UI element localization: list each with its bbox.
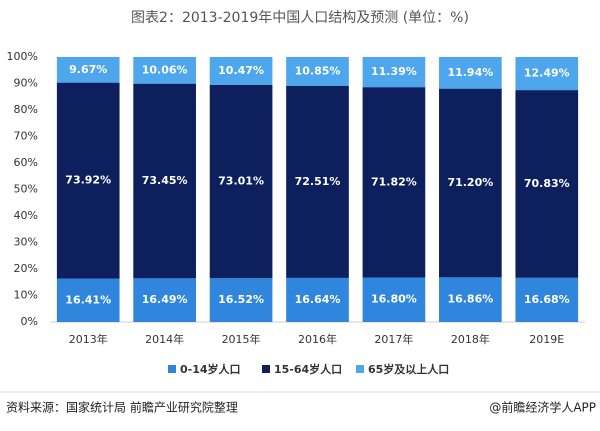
bar-segment [439,277,502,322]
x-tick-label: 2019E [529,333,564,346]
bar-segment [133,83,196,279]
value-label: 70.83% [524,177,570,190]
value-label: 10.06% [142,63,188,76]
y-tick-label: 0% [21,315,38,328]
value-label: 16.49% [142,293,188,306]
credit: @前瞻经济学人APP [489,400,596,415]
value-label: 16.41% [65,293,111,306]
y-tick-label: 80% [14,103,38,116]
bar-segment [133,57,196,84]
x-tick-label: 2014年 [145,332,184,346]
value-label: 12.49% [524,67,570,80]
bar-segment [439,88,502,278]
legend-swatch [262,365,270,373]
bar-segment [515,277,579,322]
legend-label: 65岁及以上人口 [368,362,449,376]
value-label: 72.51% [295,175,341,188]
value-label: 16.68% [524,293,570,306]
bar-segment [362,56,426,88]
value-label: 73.45% [142,174,188,187]
y-tick-label: 10% [14,289,38,302]
source: 资料来源：国家统计局 前瞻产业研究院整理 [6,400,238,415]
value-label: 16.52% [218,293,264,306]
value-label: 10.85% [295,64,341,77]
y-tick-label: 50% [14,183,38,196]
y-tick-label: 60% [14,156,38,169]
value-label: 73.92% [65,174,111,187]
y-tick-label: 30% [14,236,38,249]
value-label: 73.01% [218,174,264,187]
bar-segment [133,278,196,322]
bar-segment [286,277,349,322]
legend-swatch [168,365,176,373]
value-label: 10.47% [218,64,264,77]
bar-segment [515,90,579,278]
value-label: 11.94% [447,66,493,79]
bar-segment [362,277,426,322]
value-label: 71.20% [447,176,493,189]
bar-segment [286,85,349,278]
x-tick-label: 2016年 [298,332,337,346]
value-label: 16.80% [371,293,417,306]
bar-segment [56,57,120,83]
value-label: 9.67% [69,63,107,76]
y-tick-label: 40% [14,209,38,222]
bar-segment [209,84,273,279]
bar-segment [56,82,120,279]
x-tick-label: 2013年 [69,332,108,346]
bar-segment [515,57,579,91]
value-label: 11.39% [371,65,417,78]
y-tick-label: 100% [7,50,38,63]
chart-title: 图表2：2013-2019年中国人口结构及预测 (单位：%) [131,10,469,26]
x-tick-label: 2017年 [374,332,413,346]
y-tick-label: 20% [14,262,38,275]
value-label: 16.64% [295,293,341,306]
bar-segment [209,278,273,322]
bar-segment [362,87,426,278]
bar-segment [56,278,120,322]
legend-label: 15-64岁人口 [274,362,342,376]
y-tick-label: 70% [14,130,38,143]
value-label: 71.82% [371,175,417,188]
value-label: 16.86% [447,293,493,306]
bar-segment [439,57,502,89]
legend-label: 0-14岁人口 [180,362,241,376]
legend-swatch [356,365,364,373]
bar-segment [209,57,273,85]
x-tick-label: 2018年 [451,332,490,346]
y-tick-label: 90% [14,77,38,90]
bar-segment [286,57,349,86]
x-tick-label: 2015年 [222,332,261,346]
